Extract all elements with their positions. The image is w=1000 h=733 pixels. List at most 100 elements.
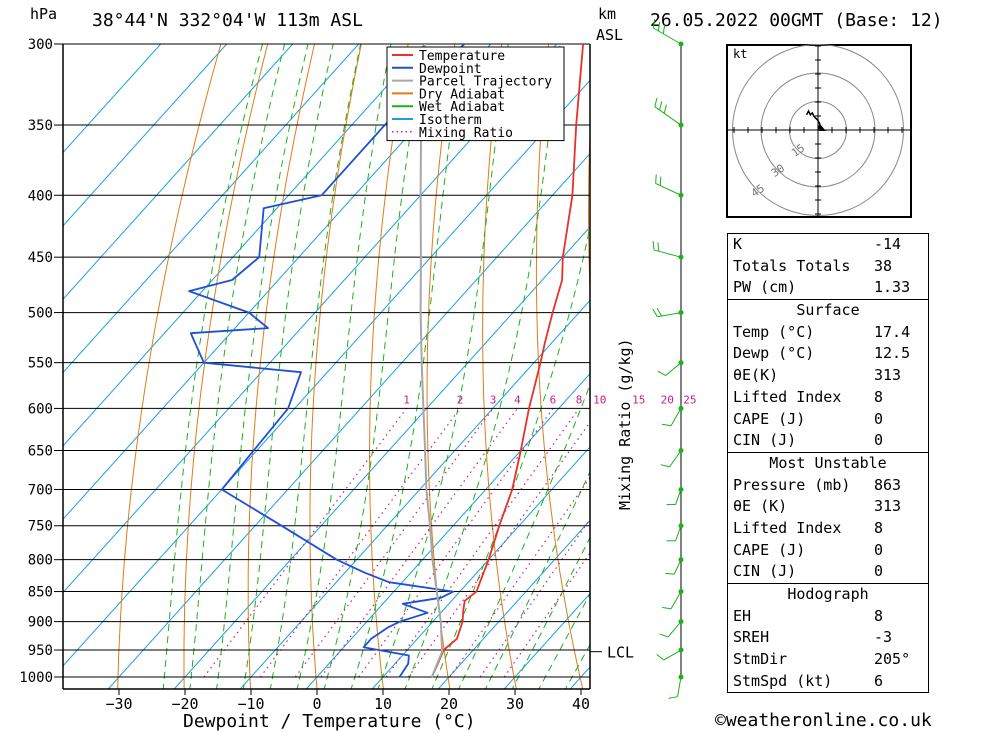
isotherm-line: [63, 44, 360, 374]
temperature-tick-label: −30: [105, 695, 132, 713]
legend-label: Temperature: [419, 49, 505, 64]
wind-barb: [677, 676, 682, 697]
wind-barb-flag: [652, 308, 658, 317]
hodograph-ring-label: 30: [769, 162, 787, 180]
sreh-label: SREH: [733, 628, 770, 647]
temperature-tick-label: 0: [312, 695, 321, 713]
mu-cape-row: CAPE (J) 0: [728, 540, 928, 562]
wind-barb-flag: [657, 242, 660, 252]
most-unstable-section: Most Unstable Pressure (mb) 863 θE (K) 313…: [728, 453, 928, 584]
isotherm-line: [63, 44, 162, 154]
totals-totals-row: Totals Totals 38: [728, 256, 928, 278]
mixing-ratio-line: [294, 408, 494, 678]
surface-section: Surface Temp (°C) 17.4 Dewp (°C) 12.5 θE(K…: [728, 300, 928, 453]
dry-adiabat-line: [117, 44, 222, 689]
wind-level-dot: [678, 448, 684, 454]
k-index-label: K: [733, 235, 743, 253]
wind-level-dot: [678, 674, 684, 680]
wind-level-dot: [678, 310, 684, 316]
eh-value: 8: [874, 606, 884, 625]
x-axis-label: Dewpoint / Temperature (°C): [183, 711, 476, 732]
mixing-ratio-tick-label: 20: [661, 393, 674, 406]
mu-cape-value: 0: [874, 540, 884, 559]
mixing-ratio-tick-label: 4: [514, 393, 521, 406]
mixing-ratio-tick-label: 10: [593, 393, 606, 406]
wet-adiabat-line: [511, 536, 590, 689]
pressure-tick-label: 550: [28, 356, 53, 372]
stmspd-row: StmSpd (kt) 6: [728, 671, 928, 693]
mixing-ratio-line: [479, 518, 590, 678]
storm-motion-marker: [819, 124, 826, 131]
surface-thetae-label: θE(K): [733, 366, 779, 385]
wind-barb-flag: [662, 423, 672, 427]
stmdir-label: StmDir: [733, 650, 788, 669]
wind-barb-flag: [660, 464, 670, 468]
mu-pressure-value: 863: [874, 475, 902, 494]
wind-barb-flag: [657, 21, 661, 31]
copyright-link[interactable]: ©weatheronline.co.uk: [715, 710, 932, 731]
isotherm-line: [437, 519, 590, 689]
temperature-line: [430, 44, 584, 678]
dry-adiabat-line: [535, 44, 584, 689]
pressure-tick-label: 300: [28, 37, 53, 53]
wind-barb: [653, 27, 682, 45]
wind-barb-flag: [656, 307, 663, 317]
surface-li-row: Lifted Index 8: [728, 387, 928, 409]
temperature-tick-label: 30: [506, 695, 524, 713]
wind-barb-flag: [652, 19, 656, 29]
wind-barb: [663, 649, 682, 661]
temperature-tick-label: −20: [171, 695, 198, 713]
surface-dewp-label: Dewp (°C): [733, 344, 815, 363]
wind-barb: [667, 621, 682, 638]
legend-label: Mixing Ratio: [419, 126, 513, 141]
isotherm-line: [371, 446, 590, 689]
surface-temp-row: Temp (°C) 17.4: [728, 322, 928, 344]
surface-cape-value: 0: [874, 409, 884, 428]
mixing-ratio-line: [259, 408, 461, 678]
dry-adiabat-line: [309, 44, 362, 689]
wind-barb: [669, 450, 682, 468]
wet-adiabat-line: [242, 44, 334, 689]
mixing-ratio-tick-label: 8: [576, 393, 583, 406]
pressure-tick-label: 700: [28, 482, 53, 498]
dry-adiabat-line: [588, 120, 590, 302]
surface-li-label: Lifted Index: [733, 387, 842, 406]
datetime-title: 26.05.2022 00GMT (Base: 12): [650, 10, 943, 31]
surface-temp-value: 17.4: [874, 322, 911, 341]
most-unstable-title: Most Unstable: [769, 453, 887, 472]
temperature-tick-label: 40: [572, 695, 590, 713]
mu-thetae-row: θE (K) 313: [728, 496, 928, 518]
wind-barb-flag: [662, 24, 666, 34]
isotherm-line: [63, 44, 426, 447]
mu-cin-value: 0: [874, 562, 884, 581]
wind-level-dot: [678, 557, 684, 563]
wind-barb-flag: [659, 101, 663, 111]
isotherm-line: [63, 44, 492, 520]
wind-level-dot: [678, 647, 684, 653]
wind-barb-flag: [665, 573, 675, 575]
dry-adiabat-line: [426, 44, 456, 689]
wind-level-dot: [678, 619, 684, 625]
wind-level-dot: [678, 486, 684, 492]
mu-li-label: Lifted Index: [733, 518, 842, 537]
mu-cin-label: CIN (J): [733, 562, 797, 581]
pressure-tick-label: 500: [28, 306, 53, 322]
dry-adiabat-line: [482, 44, 517, 689]
precipitable-water-label: PW (cm): [733, 278, 797, 297]
isotherm-line: [569, 666, 590, 689]
pressure-tick-label: 750: [28, 519, 53, 535]
mixing-ratio-line: [203, 408, 408, 678]
pressure-tick-label: 1000: [19, 670, 53, 686]
wet-adiabat-line: [431, 224, 590, 689]
temperature-tick-label: −10: [237, 695, 264, 713]
isotherm-line: [63, 44, 294, 300]
surface-cin-label: CIN (J): [733, 431, 797, 450]
precipitable-water-value: 1.33: [874, 278, 911, 297]
isotherm-line: [63, 44, 558, 594]
surface-cin-value: 0: [874, 431, 884, 450]
wind-barb-flag: [657, 370, 666, 376]
pressure-tick-label: 950: [28, 643, 53, 659]
mu-thetae-label: θE (K): [733, 497, 788, 516]
hodograph-trace: [805, 109, 821, 131]
k-index-row: K -14: [728, 234, 928, 256]
